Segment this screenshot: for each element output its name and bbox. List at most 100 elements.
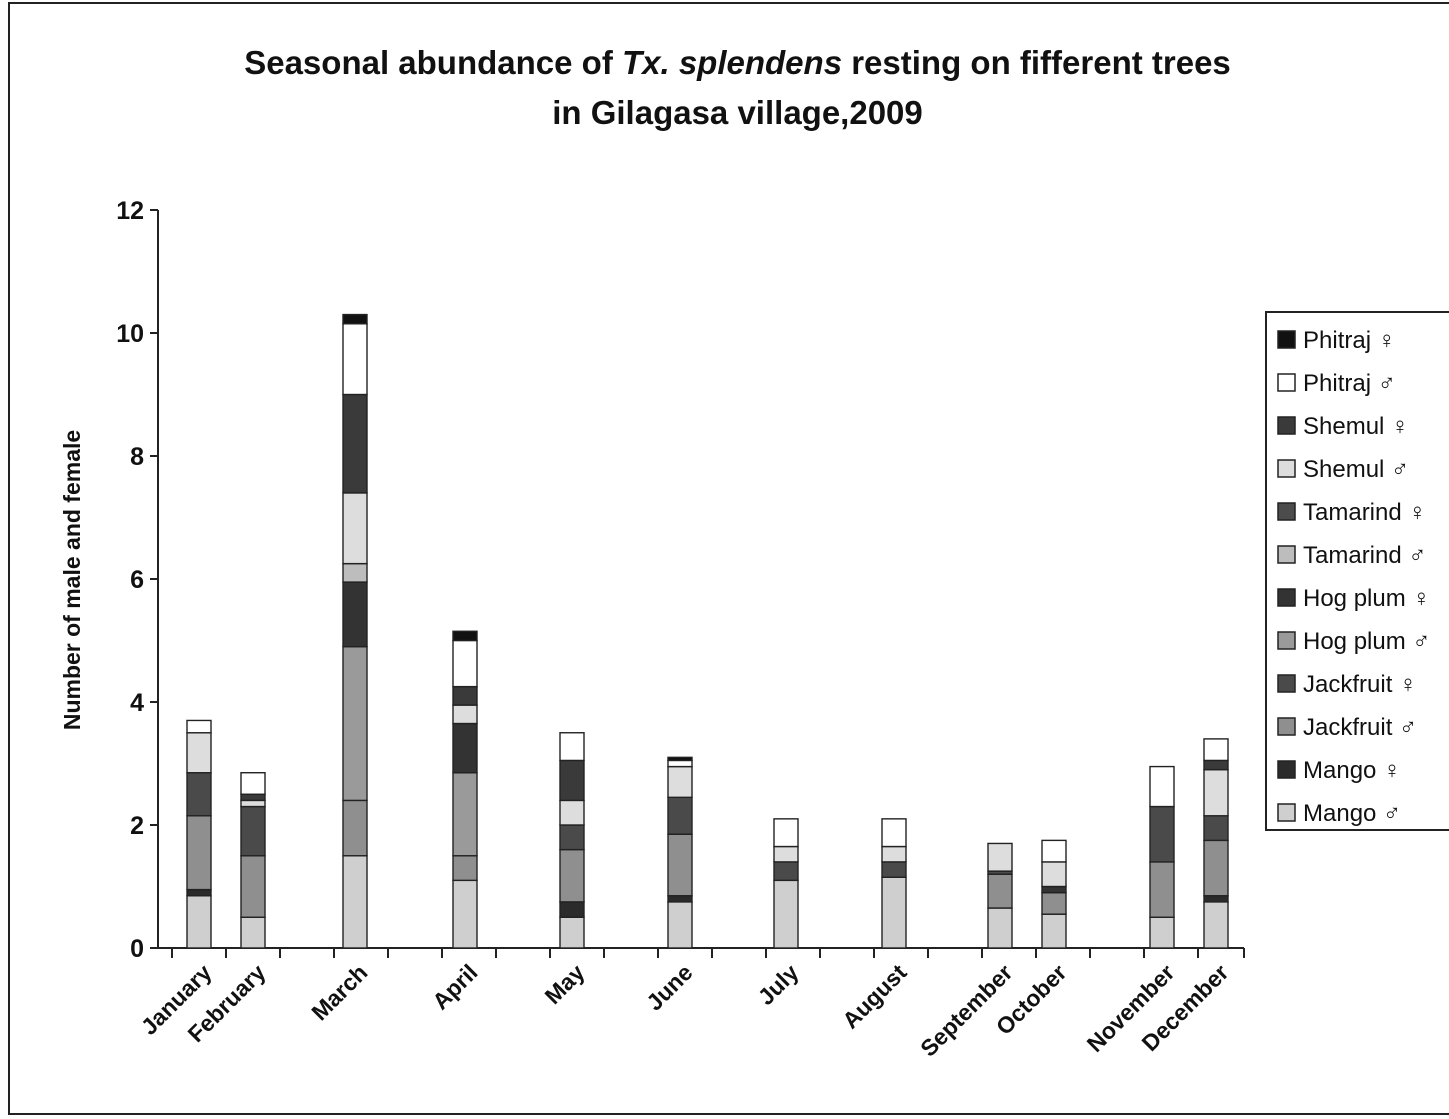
- bar-segment-february-mango-0: [240, 916, 266, 949]
- bar-segment-may-mango-1: [559, 901, 585, 918]
- legend-swatch-phitraj-1: [1277, 373, 1296, 392]
- legend-swatch-hog-plum-7: [1277, 631, 1296, 650]
- bar-segment-march-hog-plum-5: [342, 581, 368, 648]
- bar-segment-november-phitraj-10: [1149, 765, 1175, 808]
- bar-segment-march-phitraj-11: [342, 313, 368, 325]
- bar-segment-august-shemul-8: [881, 845, 907, 863]
- bar-segment-june-phitraj-10: [667, 759, 693, 768]
- legend-entry-tamarind-5: Tamarind ♂: [1303, 542, 1426, 569]
- bar-segment-april-phitraj-10: [452, 639, 478, 688]
- legend-entry-shemul-3: Shemul ♂: [1303, 456, 1409, 483]
- legend-swatch-jackfruit-9: [1277, 717, 1296, 736]
- bar-segment-january-shemul-8: [186, 732, 212, 774]
- y-tick-label-0: 0: [130, 935, 144, 963]
- bar-segment-november-jackfruit-3: [1149, 805, 1175, 863]
- bar-segment-august-phitraj-10: [881, 818, 907, 848]
- bar-segment-february-jackfruit-3: [240, 805, 266, 857]
- bar-segment-february-shemul-9: [240, 793, 266, 802]
- bar-segment-march-shemul-9: [342, 393, 368, 494]
- bar-segment-june-shemul-8: [667, 765, 693, 799]
- bar-segment-december-mango-1: [1203, 895, 1229, 903]
- title-species: Tx. splendens: [621, 44, 843, 81]
- x-tick-label-june: June: [641, 959, 697, 1015]
- bar-segment-june-jackfruit-3: [667, 796, 693, 835]
- bar-segment-september-mango-0: [987, 907, 1013, 949]
- x-tick-label-july: July: [753, 959, 804, 1010]
- y-tick-label-4: 4: [130, 689, 144, 717]
- legend-entry-shemul-2: Shemul ♀: [1303, 413, 1409, 440]
- bar-segment-april-shemul-8: [452, 704, 478, 725]
- y-tick-label-2: 2: [130, 812, 144, 840]
- bar-segment-may-jackfruit-2: [559, 848, 585, 903]
- bar-segment-march-shemul-8: [342, 492, 368, 565]
- bar-segment-september-jackfruit-2: [987, 873, 1013, 909]
- bar-segment-july-phitraj-10: [773, 818, 799, 848]
- bar-segment-january-mango-1: [186, 888, 212, 897]
- bar-segment-october-jackfruit-2: [1041, 891, 1067, 915]
- y-tick-label-6: 6: [130, 566, 144, 594]
- bar-segment-december-jackfruit-3: [1203, 815, 1229, 842]
- legend-entry-hog-plum-7: Hog plum ♂: [1303, 628, 1430, 655]
- bar-segment-may-mango-0: [559, 916, 585, 949]
- legend-entry-phitraj-0: Phitraj ♀: [1303, 327, 1396, 354]
- y-tick-label-8: 8: [130, 443, 144, 471]
- bar-segment-june-mango-0: [667, 901, 693, 949]
- title-part-2: resting on fifferent trees: [842, 44, 1231, 81]
- legend-swatch-tamarind-5: [1277, 545, 1296, 564]
- y-axis-label: Number of male and female: [59, 430, 85, 730]
- legend-box: [1265, 311, 1449, 831]
- legend-swatch-phitraj-0: [1277, 330, 1296, 349]
- legend-entry-hog-plum-6: Hog plum ♀: [1303, 585, 1430, 612]
- bar-segment-september-shemul-8: [987, 842, 1013, 872]
- bar-segment-february-phitraj-10: [240, 772, 266, 795]
- x-tick-label-march: March: [306, 959, 372, 1025]
- x-tick-label-april: April: [427, 959, 482, 1014]
- x-tick-label-may: May: [540, 959, 590, 1009]
- bar-segment-february-shemul-8: [240, 799, 266, 808]
- legend-entry-phitraj-1: Phitraj ♂: [1303, 370, 1396, 397]
- bar-segment-april-hog-plum-5: [452, 722, 478, 774]
- bar-segment-january-jackfruit-3: [186, 772, 212, 817]
- bar-segment-june-jackfruit-2: [667, 833, 693, 897]
- bar-segment-june-phitraj-11: [667, 756, 693, 762]
- bar-segment-october-hog-plum-5: [1041, 885, 1067, 894]
- chart-title: Seasonal abundance of Tx. splendens rest…: [0, 38, 1449, 138]
- bar-segment-may-jackfruit-3: [559, 824, 585, 851]
- bar-segment-march-tamarind-6: [342, 562, 368, 583]
- bar-segment-october-shemul-8: [1041, 861, 1067, 888]
- bar-segment-may-phitraj-10: [559, 732, 585, 762]
- bar-segment-june-mango-1: [667, 895, 693, 903]
- chart-title-line2: in Gilagasa village,2009: [552, 94, 923, 131]
- bar-segment-march-jackfruit-2: [342, 799, 368, 857]
- bar-segment-december-phitraj-10: [1203, 738, 1229, 762]
- bar-segment-december-shemul-9: [1203, 759, 1229, 771]
- bar-segment-november-mango-0: [1149, 916, 1175, 949]
- bar-segment-april-jackfruit-2: [452, 855, 478, 882]
- legend-swatch-jackfruit-8: [1277, 674, 1296, 693]
- bar-segment-november-jackfruit-2: [1149, 861, 1175, 918]
- legend-entry-mango-11: Mango ♂: [1303, 800, 1401, 827]
- bar-segment-december-shemul-8: [1203, 768, 1229, 817]
- bar-segment-april-hog-plum-4: [452, 772, 478, 857]
- y-tick-label-10: 10: [116, 320, 144, 348]
- bar-segment-august-jackfruit-3: [881, 861, 907, 878]
- legend-swatch-shemul-3: [1277, 459, 1296, 478]
- legend-swatch-tamarind-4: [1277, 502, 1296, 521]
- legend-entry-jackfruit-8: Jackfruit ♀: [1303, 671, 1417, 698]
- bar-segment-january-jackfruit-2: [186, 815, 212, 891]
- bar-segment-july-mango-0: [773, 879, 799, 949]
- bar-segment-february-jackfruit-2: [240, 855, 266, 918]
- legend-swatch-shemul-2: [1277, 416, 1296, 435]
- chart-frame: [8, 2, 1449, 1115]
- bar-segment-march-phitraj-10: [342, 323, 368, 396]
- legend-entry-tamarind-4: Tamarind ♀: [1303, 499, 1426, 526]
- bar-segment-december-mango-0: [1203, 901, 1229, 949]
- bar-segment-december-jackfruit-2: [1203, 839, 1229, 897]
- legend-swatch-mango-10: [1277, 760, 1296, 779]
- bar-segment-july-jackfruit-3: [773, 861, 799, 882]
- x-tick-label-august: August: [837, 959, 912, 1034]
- bar-segment-march-hog-plum-4: [342, 645, 368, 802]
- bar-segment-july-shemul-8: [773, 845, 799, 863]
- bar-segment-march-mango-0: [342, 855, 368, 949]
